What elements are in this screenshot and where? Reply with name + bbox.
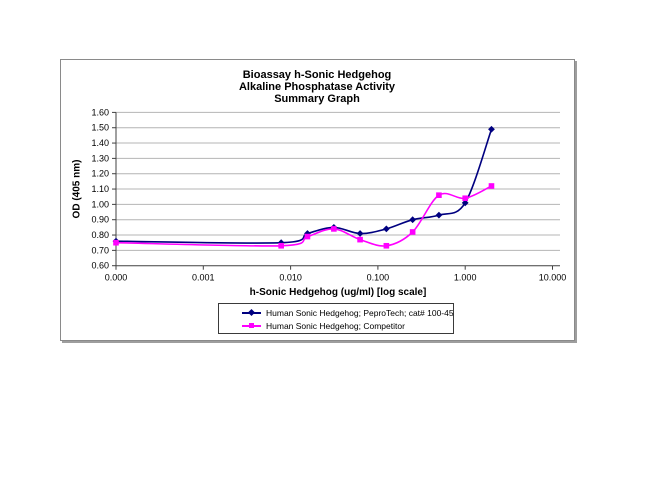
- data-point-square: [113, 239, 119, 246]
- y-tick-label: 1.10: [91, 184, 109, 194]
- data-point-diamond: [435, 211, 443, 219]
- legend-marker-square-icon: [242, 322, 261, 329]
- data-point-square: [357, 236, 363, 243]
- y-tick-label: 1.60: [91, 107, 109, 117]
- y-tick-label: 1.00: [91, 199, 109, 209]
- data-point-diamond: [461, 199, 469, 207]
- data-point-square: [409, 229, 416, 235]
- data-point-square: [436, 192, 442, 198]
- data-point-square: [304, 233, 311, 240]
- chart-title: Bioassay h-Sonic Hedgehog Alkaline Phosp…: [60, 69, 574, 105]
- y-tick-label: 1.50: [91, 123, 109, 133]
- legend-row-competitor: Human Sonic Hedgehog; Competitor: [219, 319, 453, 332]
- x-tick-label: 0.010: [279, 273, 302, 283]
- data-point-square: [462, 195, 468, 202]
- legend-label-peprotech: Human Sonic Hedgehog; PeproTech; cat# 10…: [266, 307, 454, 318]
- data-point-diamond: [356, 230, 364, 237]
- legend: Human Sonic Hedgehog; PeproTech; cat# 10…: [218, 303, 454, 334]
- legend-label-competitor: Human Sonic Hedgehog; Competitor: [266, 320, 405, 331]
- data-point-square: [278, 242, 284, 249]
- legend-row-peprotech: Human Sonic Hedgehog; PeproTech; cat# 10…: [219, 306, 454, 319]
- y-tick-label: 0.90: [91, 215, 109, 225]
- x-tick-label: 10.000: [539, 273, 567, 283]
- square-marker-icon: [249, 323, 254, 328]
- data-point-diamond: [382, 225, 390, 233]
- y-tick-label: 0.70: [91, 245, 109, 255]
- legend-marker-diamond-icon: [242, 308, 261, 317]
- chart-title-line-3: Summary Graph: [274, 93, 360, 105]
- chart-title-line-1: Bioassay h-Sonic Hedgehog: [242, 69, 392, 81]
- x-tick-label: 0.001: [192, 273, 215, 283]
- x-tick-label: 0.100: [367, 273, 390, 283]
- diamond-marker-icon: [247, 308, 256, 317]
- data-point-diamond: [304, 230, 311, 237]
- x-tick-label: 1.000: [454, 273, 477, 283]
- chart-frame: [60, 59, 575, 341]
- y-tick-label: 0.80: [91, 230, 109, 240]
- y-tick-label: 1.30: [91, 153, 109, 163]
- data-point-square: [331, 226, 337, 232]
- series-line-0: [115, 129, 493, 244]
- chart-title-line-2: Alkaline Phosphatase Activity: [238, 81, 396, 93]
- data-point-square: [488, 183, 495, 189]
- y-tick-label: 0.60: [91, 261, 109, 271]
- data-point-diamond: [488, 125, 495, 133]
- data-point-square: [383, 242, 390, 249]
- y-tick-label: 1.40: [91, 138, 109, 148]
- y-tick-label: 1.20: [91, 169, 109, 179]
- x-tick-label: 0.000: [105, 273, 128, 283]
- x-axis-title: h-Sonic Hedgehog (ug/ml) [log scale]: [249, 287, 427, 298]
- data-point-diamond: [409, 216, 417, 224]
